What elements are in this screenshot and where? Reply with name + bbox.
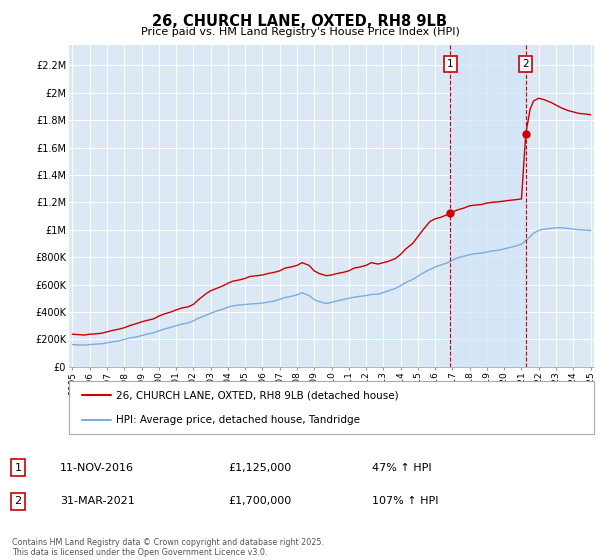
Text: 26, CHURCH LANE, OXTED, RH8 9LB (detached house): 26, CHURCH LANE, OXTED, RH8 9LB (detache… (116, 390, 399, 400)
Text: 1: 1 (14, 463, 22, 473)
Text: 107% ↑ HPI: 107% ↑ HPI (372, 496, 439, 506)
Text: HPI: Average price, detached house, Tandridge: HPI: Average price, detached house, Tand… (116, 414, 360, 424)
Text: £1,700,000: £1,700,000 (228, 496, 291, 506)
Text: Price paid vs. HM Land Registry's House Price Index (HPI): Price paid vs. HM Land Registry's House … (140, 27, 460, 37)
Text: 26, CHURCH LANE, OXTED, RH8 9LB: 26, CHURCH LANE, OXTED, RH8 9LB (152, 14, 448, 29)
Text: £1,125,000: £1,125,000 (228, 463, 291, 473)
Text: Contains HM Land Registry data © Crown copyright and database right 2025.
This d: Contains HM Land Registry data © Crown c… (12, 538, 324, 557)
Text: 31-MAR-2021: 31-MAR-2021 (60, 496, 135, 506)
Text: 1: 1 (447, 59, 454, 69)
Text: 2: 2 (523, 59, 529, 69)
Text: 2: 2 (14, 496, 22, 506)
Text: 47% ↑ HPI: 47% ↑ HPI (372, 463, 431, 473)
Text: 11-NOV-2016: 11-NOV-2016 (60, 463, 134, 473)
Bar (450, 45, 526, 367)
FancyBboxPatch shape (69, 381, 594, 434)
